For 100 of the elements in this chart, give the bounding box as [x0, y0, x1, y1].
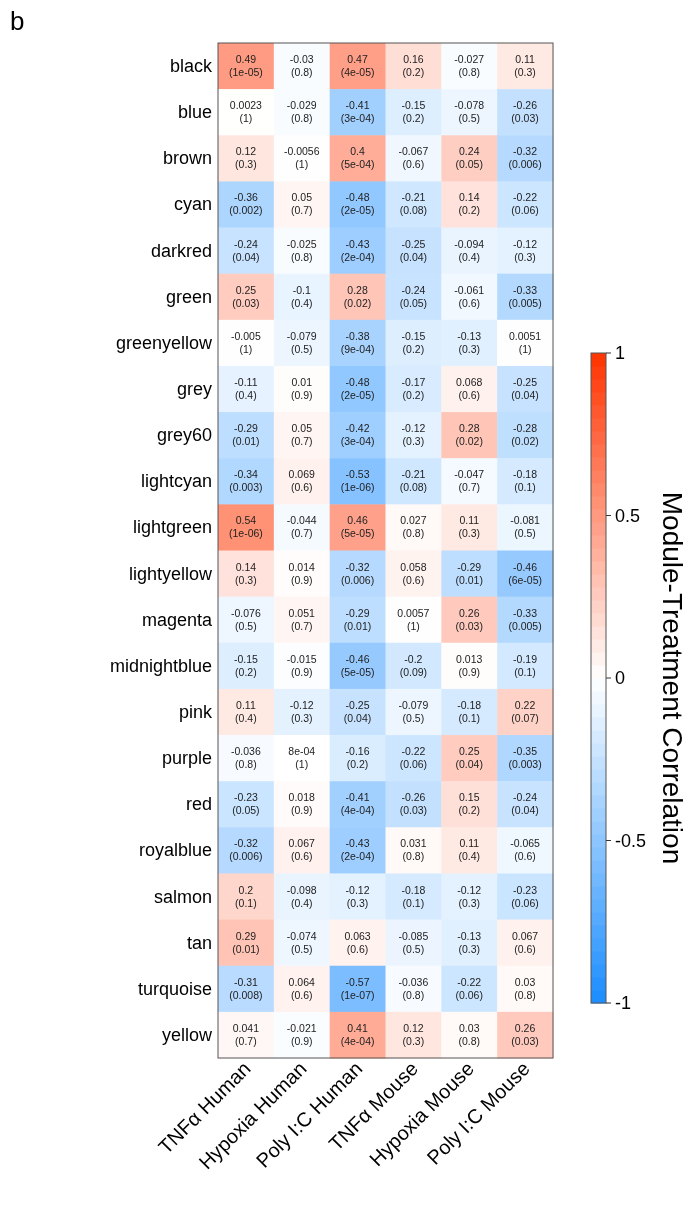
data-label: 0.25 (0.04): [455, 745, 483, 771]
data-label: 0.031 (0.8): [400, 837, 427, 863]
data-label: -0.17 (0.2): [401, 376, 426, 402]
color-bar-label: 0: [615, 668, 626, 688]
data-label: 0.54 (1e-06): [228, 514, 263, 540]
data-label: -0.22 (0.06): [455, 975, 483, 1001]
data-label: 0.05 (0.7): [290, 191, 313, 217]
data-label: -0.32 (0.006): [340, 560, 375, 586]
data-label: -0.044 (0.7): [286, 514, 317, 540]
data-label: -0.085 (0.5): [398, 929, 429, 955]
data-label: 0.22 (0.07): [511, 698, 539, 724]
data-label: -0.35 (0.003): [508, 745, 542, 771]
data-label: -0.36 (0.002): [229, 191, 263, 217]
data-label: 0.47 (4e-05): [340, 53, 375, 79]
y-tick-label: grey60: [156, 425, 212, 446]
data-label: 0.12 (0.3): [402, 1021, 425, 1047]
data-label: -0.46 (6e-05): [508, 560, 543, 586]
data-label: -0.28 (0.02): [511, 422, 539, 448]
y-tick-label: yellow: [161, 1024, 213, 1045]
data-label: -0.29 (0.01): [455, 560, 483, 586]
data-label: -0.12 (0.3): [401, 422, 426, 448]
y-tick-label: midnightblue: [109, 655, 212, 676]
data-label: -0.25 (0.04): [511, 376, 539, 402]
data-label: -0.19 (0.1): [513, 652, 538, 678]
data-label: 0.018 (0.9): [288, 791, 316, 817]
data-label: -0.067 (0.6): [398, 145, 429, 171]
color-bar-label: 0.5: [615, 505, 641, 526]
data-label: -0.41 (4e-04): [340, 791, 375, 817]
data-label: 0.15 (0.2): [458, 791, 481, 817]
data-label: -0.065 (0.6): [510, 837, 541, 863]
data-label: -0.076 (0.5): [231, 606, 261, 632]
data-label: 0.0023 (1): [229, 99, 263, 125]
y-tick-label: magenta: [141, 609, 213, 630]
data-label: -0.18 (0.1): [457, 698, 482, 724]
data-label: 0.46 (5e-05): [340, 514, 375, 540]
data-label: 0.11 (0.4): [458, 837, 481, 863]
data-label: -0.38 (9e-04): [340, 329, 375, 355]
y-tick-label: black: [169, 56, 213, 77]
data-label: -0.005 (1): [231, 329, 261, 355]
y-tick-label: turquoise: [137, 978, 212, 999]
data-label: -0.31 (0.008): [229, 975, 263, 1001]
data-label: -0.078 (0.5): [454, 99, 485, 125]
data-label: 0.05 (0.7): [290, 422, 313, 448]
data-label: 0.064 (0.6): [288, 975, 316, 1001]
data-label: -0.0056 (1): [283, 145, 320, 171]
y-tick-label: red: [185, 794, 212, 815]
y-tick-label: brown: [162, 148, 212, 169]
data-label: -0.079 (0.5): [286, 329, 317, 355]
data-label: -0.41 (3e-04): [340, 99, 375, 125]
data-label: -0.25 (0.04): [343, 698, 372, 724]
data-label: -0.48 (2e-05): [340, 376, 375, 402]
data-label: 0.49 (1e-05): [228, 53, 263, 79]
data-label: -0.32 (0.006): [229, 837, 263, 863]
data-label: 0.027 (0.8): [400, 514, 427, 540]
data-label: -0.29 (0.01): [232, 422, 260, 448]
data-label: -0.21 (0.08): [399, 468, 428, 494]
data-label: -0.33 (0.005): [508, 606, 542, 632]
data-label: -0.24 (0.05): [399, 283, 428, 309]
y-tick-label: cyan: [173, 194, 212, 215]
y-tick-label: lightyellow: [128, 563, 213, 584]
data-label: 0.03 (0.8): [458, 1021, 481, 1047]
data-label: -0.24 (0.04): [511, 791, 539, 817]
data-label: -0.15 (0.2): [401, 99, 426, 125]
data-label: -0.13 (0.3): [457, 929, 482, 955]
data-label: -0.18 (0.1): [513, 468, 538, 494]
data-label: -0.46 (5e-05): [340, 652, 375, 678]
data-label: -0.061 (0.6): [454, 283, 485, 309]
data-label: -0.03 (0.8): [289, 53, 314, 79]
data-label: -0.43 (2e-04): [340, 837, 375, 863]
data-label: -0.094 (0.4): [454, 237, 485, 263]
data-label: 0.051 (0.7): [288, 606, 316, 632]
data-label: 0.2 (0.1): [235, 883, 257, 909]
data-label: -0.34 (0.003): [229, 468, 263, 494]
color-bar-title: Module-Treatment Correlation: [657, 491, 686, 865]
data-label: 8e-04 (1): [288, 745, 316, 771]
data-label: -0.12 (0.3): [289, 698, 314, 724]
data-label: 0.28 (0.02): [455, 422, 483, 448]
data-label: 0.067 (0.6): [288, 837, 316, 863]
data-label: 0.03 (0.8): [514, 975, 536, 1001]
data-label: -0.074 (0.5): [286, 929, 317, 955]
data-label: 0.16 (0.2): [402, 53, 425, 79]
data-label: -0.33 (0.005): [508, 283, 542, 309]
y-tick-label: pink: [178, 701, 213, 722]
data-label: -0.11 (0.4): [234, 376, 258, 402]
data-label: -0.027 (0.8): [454, 53, 485, 79]
data-label: -0.25 (0.04): [399, 237, 428, 263]
data-label: 0.11 (0.3): [458, 514, 481, 540]
data-label: -0.025 (0.8): [286, 237, 317, 263]
data-label: 0.26 (0.03): [455, 606, 483, 632]
data-label: -0.081 (0.5): [510, 514, 541, 540]
data-label: 0.0057 (1): [397, 606, 430, 632]
color-bar-label: 1: [615, 343, 626, 363]
data-label: 0.0051 (1): [509, 329, 542, 355]
data-label: -0.12 (0.3): [457, 883, 482, 909]
data-label: 0.24 (0.05): [455, 145, 483, 171]
data-label: -0.021 (0.9): [286, 1021, 317, 1047]
data-label: 0.25 (0.03): [232, 283, 260, 309]
data-label: 0.41 (4e-04): [340, 1021, 375, 1047]
y-tick-label: green: [165, 286, 212, 307]
data-label: -0.15 (0.2): [401, 329, 426, 355]
